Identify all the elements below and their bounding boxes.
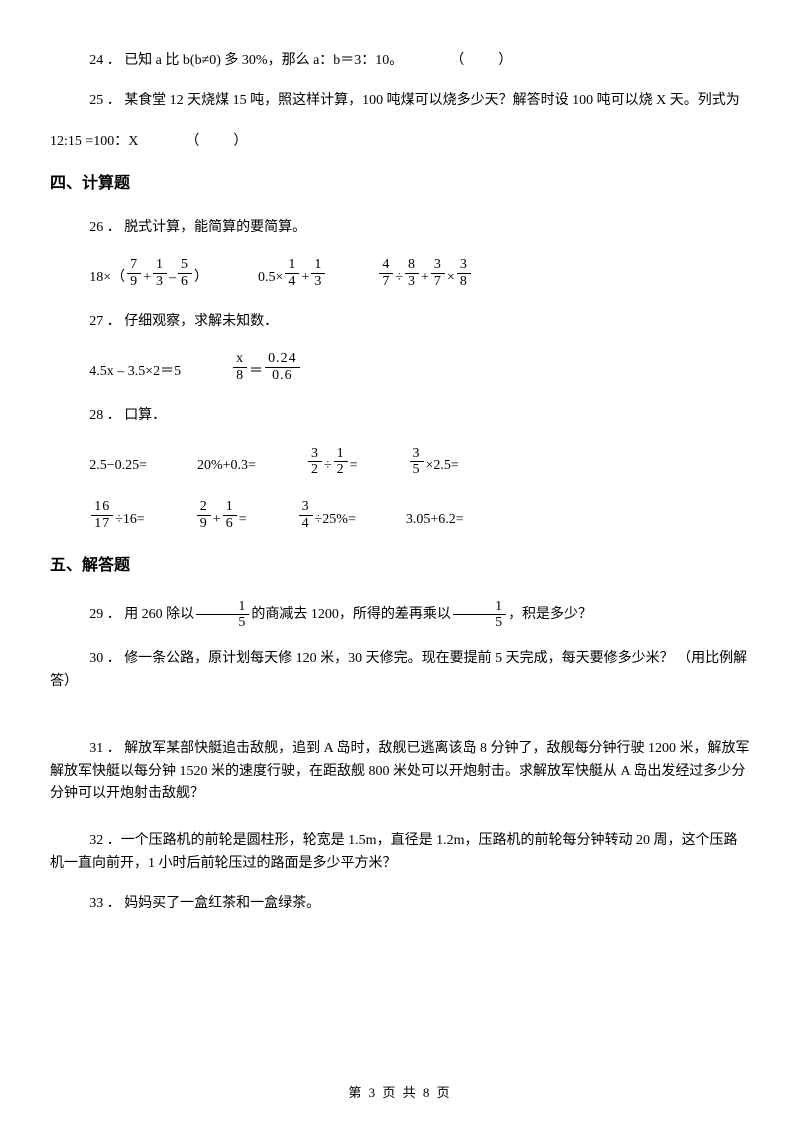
text: 用 260 除以 — [124, 607, 194, 622]
fraction: 34 — [299, 499, 313, 531]
text: 的商减去 1200，所得的差再乘以 — [251, 607, 451, 622]
expr-28-2c: 34 ÷25%= — [297, 499, 356, 531]
q33: 33 ． 妈妈买了一盒红茶和一盒绿茶。 — [50, 893, 750, 915]
q-text: 解放军某部快艇追击敌舰，追到 A 岛时，敌舰已逃离该岛 8 分钟了，敌舰每分钟行… — [50, 741, 750, 801]
q31: 31 ． 解放军某部快艇追击敌舰，追到 A 岛时，敌舰已逃离该岛 8 分钟了，敌… — [50, 738, 750, 805]
expr-26b: 0.5× 14 + 13 — [258, 257, 327, 289]
fraction: 29 — [197, 499, 211, 531]
fraction: 79 — [127, 257, 141, 289]
text: ×2.5= — [426, 455, 459, 477]
q-num: 26 ． — [89, 220, 121, 235]
q32: 32 ．一个压路机的前轮是圆柱形，轮宽是 1.5m，直径是 1.2m，压路机的前… — [50, 830, 750, 875]
fraction: 38 — [457, 257, 471, 289]
q-num: 25 ． — [89, 93, 121, 108]
section-5-header: 五、解答题 — [50, 553, 750, 579]
fraction: 47 — [379, 257, 393, 289]
text: = — [350, 455, 358, 477]
q26-expressions: 18×（ 79 + 13 – 56 ） 0.5× 14 + 13 47 ÷ 83… — [89, 257, 750, 289]
q29: 29 ． 用 260 除以15的商减去 1200，所得的差再乘以15，积是多少？ — [50, 599, 750, 631]
q27: 27 ． 仔细观察，求解未知数． — [50, 311, 750, 333]
q28-row2: 1617 ÷16= 29 + 16 = 34 ÷25%= 3.05+6.2= — [89, 499, 750, 531]
text: ÷25%= — [315, 509, 356, 531]
q-num: 27 ． — [89, 314, 121, 329]
fraction: 16 — [223, 499, 237, 531]
q28: 28 ． 口算． — [50, 405, 750, 427]
op: ÷ — [324, 455, 332, 477]
expr-28-1a: 2.5−0.25= — [89, 455, 147, 477]
text: = — [239, 509, 247, 531]
expr-26a: 18×（ 79 + 13 – 56 ） — [89, 257, 208, 289]
expr-28-1c: 32 ÷ 12 = — [306, 446, 358, 478]
fraction: 14 — [285, 257, 299, 289]
op: + — [143, 267, 151, 289]
fraction: 15 — [196, 599, 249, 631]
q-num: 29 ． — [89, 607, 121, 622]
text: 0.5× — [258, 267, 283, 289]
fraction: 1617 — [91, 499, 113, 531]
expr-27b: x8 ＝ 0.240.6 — [231, 351, 302, 383]
q-text: 仔细观察，求解未知数． — [124, 314, 278, 329]
fraction: 83 — [405, 257, 419, 289]
q-num: 33 ． — [89, 896, 121, 911]
op: × — [447, 267, 455, 289]
q25-line1: 25 ． 某食堂 12 天烧煤 15 吨，照这样计算，100 吨煤可以烧多少天？… — [50, 90, 750, 112]
fraction: 0.240.6 — [265, 351, 300, 383]
expr-26c: 47 ÷ 83 + 37 × 38 — [377, 257, 473, 289]
op: – — [169, 267, 176, 289]
expr-28-2d: 3.05+6.2= — [406, 509, 464, 531]
blank-paren: （ ） — [450, 53, 514, 68]
page: 24 ． 已知 a 比 b(b≠0) 多 30%，那么 a：b＝3：10。 （ … — [0, 0, 800, 1132]
q-text: 12:15 =100：X — [50, 134, 138, 149]
q26: 26 ． 脱式计算，能简算的要简算。 — [50, 217, 750, 239]
op: + — [213, 509, 221, 531]
q27-expressions: 4.5x – 3.5×2＝5 x8 ＝ 0.240.6 — [89, 351, 750, 383]
expr-28-2a: 1617 ÷16= — [89, 499, 145, 531]
fraction: 35 — [410, 446, 424, 478]
q-text: 口算． — [124, 408, 166, 423]
q-text: 妈妈买了一盒红茶和一盒绿茶。 — [124, 896, 320, 911]
text: ） — [194, 267, 208, 289]
fraction: 13 — [153, 257, 167, 289]
fraction: 15 — [453, 599, 506, 631]
q-text: 脱式计算，能简算的要简算。 — [124, 220, 306, 235]
q-text: 某食堂 12 天烧煤 15 吨，照这样计算，100 吨煤可以烧多少天？解答时设 … — [124, 93, 740, 108]
q-text: 已知 a 比 b(b≠0) 多 30%，那么 a：b＝3：10。 — [124, 53, 403, 68]
q25-line2: 12:15 =100：X （ ） — [50, 131, 750, 153]
expr-27a: 4.5x – 3.5×2＝5 — [89, 361, 181, 383]
q-num: 32 ． — [89, 833, 121, 848]
page-footer: 第 3 页 共 8 页 — [50, 1083, 750, 1104]
expr-28-2b: 29 + 16 = — [195, 499, 247, 531]
blank-paren: （ ） — [185, 134, 249, 149]
q-text: 一个压路机的前轮是圆柱形，轮宽是 1.5m，直径是 1.2m，压路机的前轮每分钟… — [50, 833, 737, 870]
fraction: 12 — [334, 446, 348, 478]
text: 18×（ — [89, 267, 125, 289]
fraction: 32 — [308, 446, 322, 478]
text: ，积是多少？ — [508, 607, 592, 622]
q-num: 31 ． — [89, 741, 121, 756]
op: + — [301, 267, 309, 289]
q28-row1: 2.5−0.25= 20%+0.3= 32 ÷ 12 = 35 ×2.5= — [89, 446, 750, 478]
fraction: 13 — [311, 257, 325, 289]
expr-28-1b: 20%+0.3= — [197, 455, 256, 477]
section-4-header: 四、计算题 — [50, 171, 750, 197]
q-num: 30 ． — [89, 651, 121, 666]
expr-28-1d: 35 ×2.5= — [408, 446, 459, 478]
q30: 30 ． 修一条公路，原计划每天修 120 米，30 天修完。现在要提前 5 天… — [50, 648, 750, 693]
q-num: 24 ． — [89, 53, 121, 68]
op: ＝ — [249, 361, 263, 383]
text: ÷16= — [115, 509, 145, 531]
op: + — [421, 267, 429, 289]
q-text: 修一条公路，原计划每天修 120 米，30 天修完。现在要提前 5 天完成，每天… — [50, 651, 747, 688]
fraction: 37 — [431, 257, 445, 289]
q24: 24 ． 已知 a 比 b(b≠0) 多 30%，那么 a：b＝3：10。 （ … — [50, 50, 750, 72]
fraction: x8 — [233, 351, 247, 383]
fraction: 56 — [178, 257, 192, 289]
op: ÷ — [395, 267, 403, 289]
q-num: 28 ． — [89, 408, 121, 423]
